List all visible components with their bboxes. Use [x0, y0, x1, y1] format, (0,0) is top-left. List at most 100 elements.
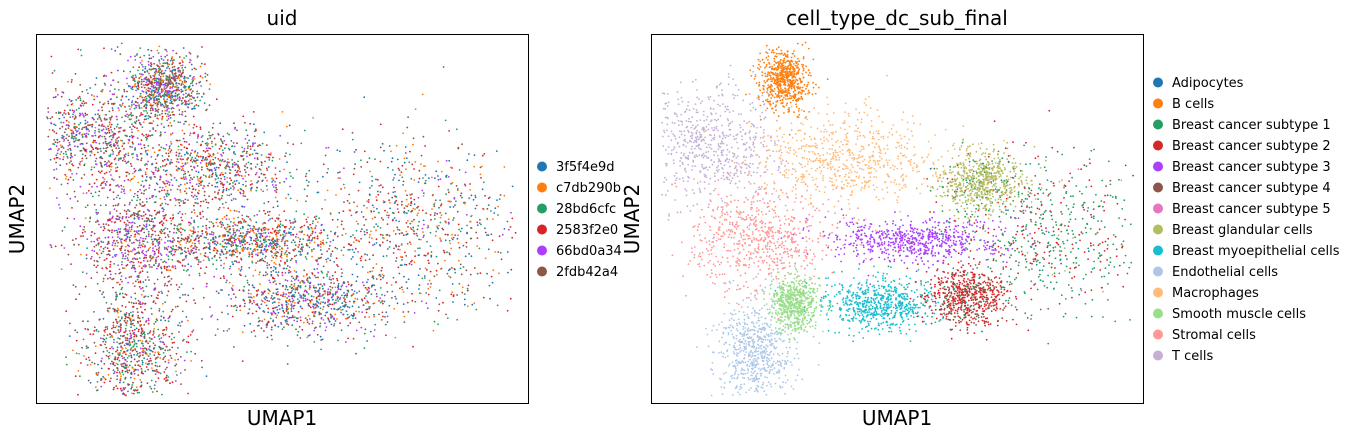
scatter-point — [266, 322, 269, 325]
scatter-point — [213, 162, 216, 164]
scatter-point — [163, 196, 166, 198]
scatter-point — [245, 233, 248, 236]
scatter-point — [222, 275, 225, 278]
scatter-point — [158, 114, 161, 116]
scatter-point — [315, 259, 317, 262]
scatter-point — [405, 255, 408, 257]
scatter-point — [275, 316, 278, 319]
scatter-point — [128, 210, 131, 213]
scatter-point — [96, 220, 99, 223]
scatter-point — [140, 192, 143, 195]
scatter-point — [50, 122, 52, 124]
scatter-point — [113, 230, 116, 232]
scatter-point — [188, 51, 191, 54]
scatter-point — [138, 241, 141, 244]
scatter-point — [96, 95, 99, 98]
scatter-point — [115, 147, 117, 150]
scatter-point — [308, 246, 311, 249]
scatter-point — [263, 241, 266, 244]
scatter-point — [178, 83, 181, 85]
scatter-point — [125, 264, 128, 267]
scatter-point — [85, 89, 88, 91]
scatter-point — [286, 288, 289, 291]
scatter-point — [149, 246, 152, 249]
scatter-point — [132, 95, 135, 98]
scatter-point — [224, 147, 226, 150]
scatter-point — [278, 158, 281, 160]
scatter-point — [222, 188, 225, 191]
scatter-point — [196, 258, 199, 261]
scatter-point — [270, 271, 273, 273]
scatter-point — [442, 249, 445, 252]
scatter-point — [147, 80, 150, 83]
scatter-point — [123, 204, 126, 207]
scatter-point — [157, 111, 160, 113]
scatter-point — [313, 314, 315, 317]
scatter-point — [121, 104, 124, 106]
scatter-point — [132, 172, 134, 175]
scatter-point — [140, 159, 143, 162]
scatter-point — [177, 104, 180, 106]
scatter-point — [94, 83, 97, 86]
scatter-point — [53, 139, 56, 141]
scatter-point — [384, 209, 386, 212]
scatter-point — [155, 70, 158, 73]
scatter-point — [188, 61, 191, 64]
scatter-point — [54, 95, 57, 98]
scatter-point — [353, 251, 355, 254]
scatter-point — [378, 313, 380, 316]
scatter-point — [168, 251, 171, 254]
scatter-point — [109, 123, 111, 126]
scatter-point — [204, 75, 207, 78]
scatter-point — [138, 244, 141, 247]
scatter-point — [141, 218, 144, 220]
scatter-point — [193, 228, 195, 230]
scatter-point — [145, 176, 148, 178]
scatter-point — [243, 219, 246, 222]
scatter-point — [69, 147, 71, 150]
scatter-point — [95, 157, 98, 160]
scatter-point — [153, 151, 156, 154]
scatter-point — [231, 289, 234, 292]
scatter-point — [181, 83, 183, 85]
scatter-point — [68, 168, 70, 171]
scatter-point — [295, 278, 298, 280]
scatter-point — [243, 148, 246, 150]
scatter-point — [385, 255, 388, 257]
scatter-point — [127, 98, 130, 101]
scatter-point — [201, 180, 204, 182]
scatter-point — [159, 197, 162, 200]
scatter-point — [242, 115, 245, 118]
scatter-point — [193, 75, 195, 78]
scatter-point — [196, 159, 199, 162]
scatter-point — [134, 192, 136, 195]
scatter-point — [235, 210, 238, 213]
scatter-point — [79, 104, 82, 107]
scatter-point — [256, 152, 259, 155]
scatter-point — [188, 187, 191, 190]
scatter-point — [327, 293, 329, 296]
scatter-point — [193, 166, 195, 168]
scatter-point — [123, 221, 126, 224]
scatter-point — [335, 299, 337, 302]
scatter-point — [166, 107, 169, 109]
scatter-point — [379, 191, 382, 193]
scatter-point — [307, 184, 309, 187]
scatter-point — [280, 253, 283, 255]
scatter-point — [322, 319, 325, 321]
scatter-point — [104, 160, 106, 163]
scatter-point — [242, 155, 244, 157]
scatter-point — [159, 131, 162, 134]
scatter-point — [243, 285, 246, 288]
scatter-point — [355, 263, 358, 266]
scatter-point — [260, 251, 263, 254]
scatter-point — [98, 256, 101, 259]
scatter-point — [209, 147, 212, 150]
scatter-point — [271, 248, 274, 250]
scatter-point — [250, 331, 253, 333]
scatter-point — [178, 56, 181, 58]
scatter-point — [248, 154, 251, 157]
scatter-point — [128, 135, 131, 138]
scatter-point — [336, 291, 338, 293]
scatter-point — [84, 206, 87, 209]
